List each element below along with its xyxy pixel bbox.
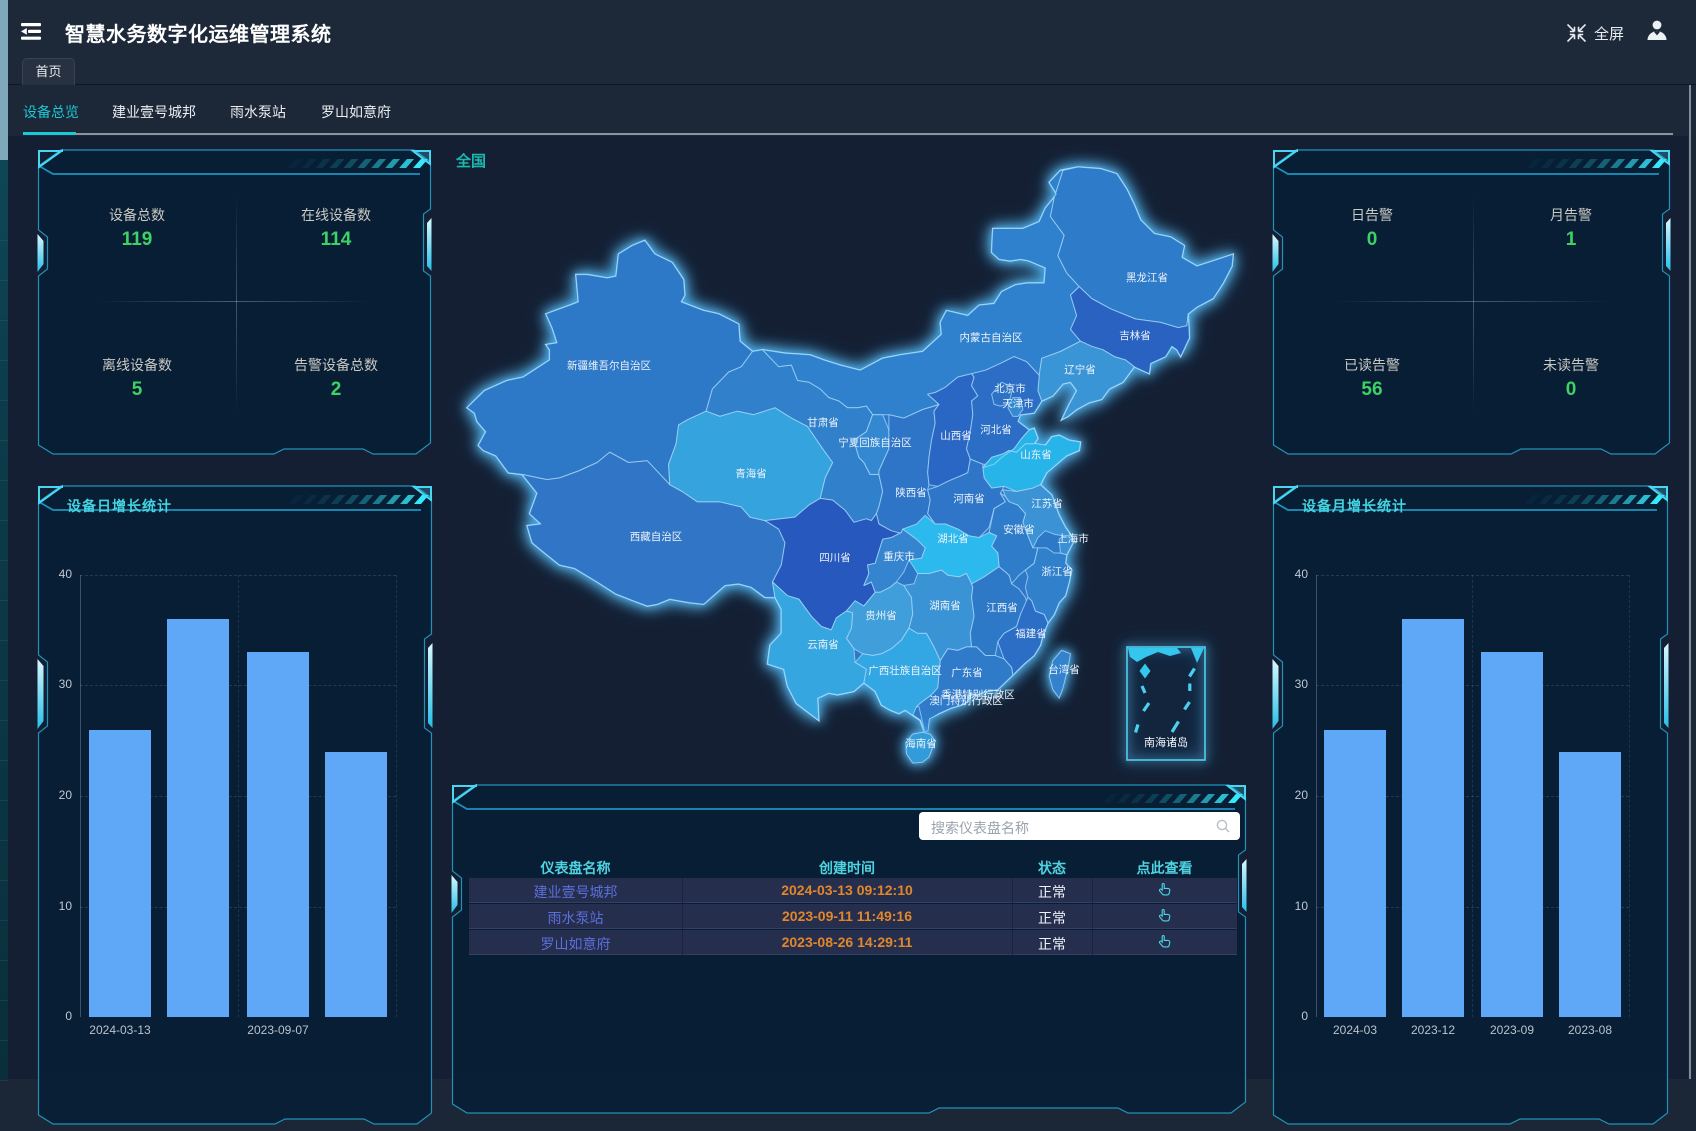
svg-text:上海市: 上海市 bbox=[1057, 532, 1089, 545]
svg-text:贵州省: 贵州省 bbox=[865, 609, 897, 622]
svg-text:浙江省: 浙江省 bbox=[1041, 565, 1073, 578]
svg-text:天津市: 天津市 bbox=[1002, 397, 1034, 410]
svg-text:江西省: 江西省 bbox=[986, 601, 1018, 614]
svg-text:宁夏回族自治区: 宁夏回族自治区 bbox=[838, 436, 912, 449]
svg-text:河南省: 河南省 bbox=[953, 492, 985, 505]
svg-text:湖南省: 湖南省 bbox=[929, 599, 961, 612]
svg-text:内蒙古自治区: 内蒙古自治区 bbox=[960, 331, 1023, 344]
svg-text:青海省: 青海省 bbox=[735, 467, 767, 480]
svg-text:河北省: 河北省 bbox=[980, 423, 1012, 436]
svg-text:山东省: 山东省 bbox=[1020, 448, 1052, 461]
svg-text:甘肃省: 甘肃省 bbox=[807, 416, 839, 429]
svg-text:吉林省: 吉林省 bbox=[1119, 329, 1151, 342]
svg-text:澳门特别行政区: 澳门特别行政区 bbox=[929, 694, 1003, 707]
svg-text:北京市: 北京市 bbox=[994, 382, 1026, 395]
svg-text:西藏自治区: 西藏自治区 bbox=[630, 530, 683, 543]
svg-text:广东省: 广东省 bbox=[951, 666, 983, 679]
svg-text:福建省: 福建省 bbox=[1015, 627, 1047, 640]
svg-text:山西省: 山西省 bbox=[940, 429, 972, 442]
svg-text:广西壮族自治区: 广西壮族自治区 bbox=[868, 664, 942, 677]
svg-text:安徽省: 安徽省 bbox=[1003, 523, 1035, 536]
svg-text:湖北省: 湖北省 bbox=[937, 532, 969, 545]
svg-text:新疆维吾尔自治区: 新疆维吾尔自治区 bbox=[567, 359, 651, 372]
svg-text:香港特别行政区: 香港特别行政区 bbox=[941, 688, 1015, 701]
svg-text:云南省: 云南省 bbox=[807, 638, 839, 651]
svg-text:南海诸岛: 南海诸岛 bbox=[1144, 735, 1188, 749]
svg-text:辽宁省: 辽宁省 bbox=[1064, 363, 1096, 376]
svg-text:黑龙江省: 黑龙江省 bbox=[1126, 271, 1168, 284]
svg-text:江苏省: 江苏省 bbox=[1031, 497, 1063, 510]
svg-text:陕西省: 陕西省 bbox=[895, 486, 927, 499]
svg-text:重庆市: 重庆市 bbox=[883, 550, 915, 563]
svg-text:海南省: 海南省 bbox=[905, 737, 937, 750]
svg-text:台湾省: 台湾省 bbox=[1048, 663, 1080, 676]
svg-text:四川省: 四川省 bbox=[819, 551, 851, 564]
